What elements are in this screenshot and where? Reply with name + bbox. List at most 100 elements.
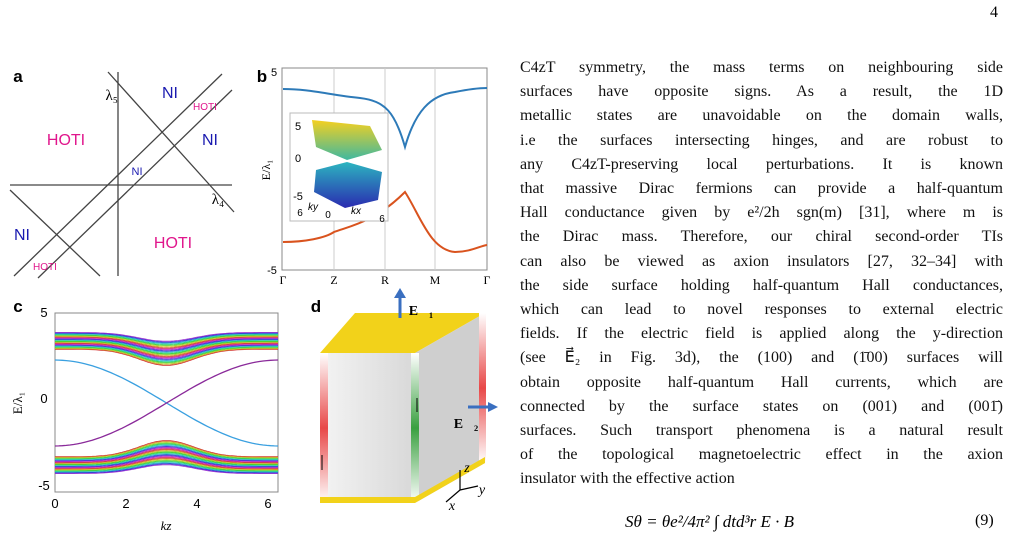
panel-label: b: [257, 67, 267, 86]
band: [55, 457, 278, 469]
band: [55, 445, 278, 461]
cube-bottom: [320, 457, 485, 503]
axis-label: kx: [351, 206, 362, 217]
hinge: [411, 353, 419, 503]
band: [55, 442, 278, 459]
band: [55, 344, 278, 360]
band: [55, 448, 278, 463]
band: [55, 455, 278, 468]
tick-label: 6: [297, 208, 303, 219]
band: [55, 451, 278, 466]
band: [55, 461, 278, 473]
region-label: NI: [162, 85, 178, 102]
band: [55, 460, 278, 472]
text-line: C4zT symmetry, the mass terms on neighbo…: [520, 59, 1003, 76]
tick-label: 5: [271, 67, 277, 79]
tick-label: 6: [264, 496, 271, 511]
phase-line: [37, 89, 233, 279]
band: [55, 444, 278, 461]
band: [55, 441, 278, 459]
band: [55, 443, 278, 460]
band: [55, 458, 278, 470]
band: [55, 459, 278, 471]
region-label: NI: [202, 132, 218, 149]
band: [55, 446, 278, 462]
panel-label: c: [13, 297, 22, 316]
text-line: fields. If the electric field is applied…: [520, 325, 1003, 343]
label: z: [463, 461, 470, 476]
band: [55, 462, 278, 473]
axis-label: E/λ₁: [10, 392, 25, 414]
band: [55, 345, 278, 362]
equation: Sθ = θe²/4π² ∫ dtd³r E · B: [625, 512, 795, 531]
band: [55, 441, 278, 458]
text-line: of the topological magnetoelectric effec…: [520, 446, 1003, 464]
text-line: (see E⃗₂ in Fig. 3d), the (100) and (1̄0…: [520, 349, 1003, 367]
axis: [459, 485, 479, 491]
band: [55, 340, 278, 355]
text-line: metallic states are unavoidable on the d…: [520, 107, 1003, 125]
band: [55, 339, 278, 353]
band: [55, 336, 278, 348]
band: [55, 342, 278, 357]
surface: [314, 162, 382, 208]
band: [55, 341, 278, 356]
tick-label: 0: [51, 496, 58, 511]
band: [55, 452, 278, 466]
band: [55, 463, 278, 474]
text-line: surfaces have opposite signs. As a resul…: [520, 83, 1003, 101]
band: [55, 449, 278, 464]
text-line: can also be viewed as axion insulators […: [520, 252, 1003, 270]
band: [55, 337, 278, 349]
cube-front: [320, 353, 415, 503]
band: [55, 454, 278, 468]
cube-top: [320, 313, 485, 353]
band: [55, 464, 278, 474]
band: [55, 453, 278, 467]
arrow: [394, 288, 406, 298]
tick-label: 5: [40, 305, 47, 320]
axis-label: kz: [161, 518, 172, 533]
band: [55, 333, 278, 345]
region-label: HOTI: [154, 235, 192, 252]
text-line: any C4zT-preserving local perturbations.…: [520, 155, 1003, 173]
label: y: [477, 483, 486, 498]
text-line: the side surface holding half-quantum Ha…: [520, 276, 1003, 294]
text-line: surfaces. Such transport phenomena is a …: [520, 422, 1003, 439]
label: λ₅: [105, 88, 118, 104]
text-line: insulator with the effective action: [520, 470, 735, 488]
region-label: NI: [14, 227, 30, 244]
frame: [54, 312, 279, 493]
text-line: that massive Dirac fermions can provide …: [520, 180, 1003, 197]
text-line: connected by the surface states on (001)…: [520, 397, 1003, 415]
band: [55, 346, 278, 363]
text-line: which can lead to novel responses to ext…: [520, 301, 1003, 318]
band: [55, 347, 278, 364]
tick-label: Γ: [280, 273, 287, 287]
tick-label: -5: [293, 191, 303, 203]
surface-band: [54, 359, 279, 447]
region-label: HOTI: [47, 132, 85, 149]
band: [55, 456, 278, 469]
band: [282, 190, 488, 254]
axis: [445, 489, 461, 503]
band: [55, 348, 278, 366]
tick-label: 5: [295, 121, 301, 133]
label: E⃗₂: [454, 417, 478, 432]
page-number: 4: [990, 4, 998, 21]
phase-line: [13, 73, 223, 277]
band: [55, 450, 278, 465]
band: [55, 340, 278, 354]
region-label: NI: [132, 166, 143, 178]
band: [55, 335, 278, 347]
tick-label: 4: [193, 496, 200, 511]
hinge: [479, 313, 486, 463]
text-line: the Dirac mass. Therefore, our chiral se…: [520, 228, 1003, 246]
cube-side: [415, 313, 485, 503]
arrow: [488, 402, 498, 412]
band: [55, 337, 278, 350]
panel-label: d: [311, 297, 321, 316]
panel-label: a: [13, 67, 23, 86]
band: [55, 332, 278, 343]
